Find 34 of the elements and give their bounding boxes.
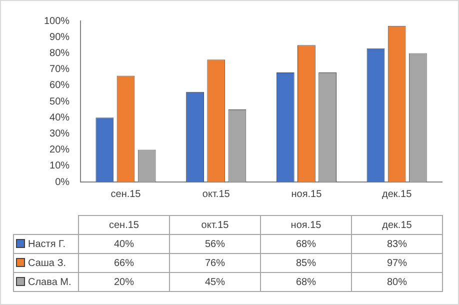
y-tick-label: 30%: [50, 128, 70, 140]
data-label: 83%: [352, 234, 442, 254]
data-label: 20%: [78, 272, 170, 292]
y-tick-label: 70%: [50, 64, 70, 76]
y-tick-label: 40%: [50, 112, 70, 124]
category-label: сен.15: [109, 220, 139, 230]
category-label: ноя.15: [290, 220, 322, 230]
x-tick-label: ноя.15: [291, 188, 322, 200]
y-tick-label: 50%: [50, 96, 70, 108]
legend-label: Саша З.: [14, 254, 78, 272]
legend-label: Настя Г.: [14, 234, 78, 254]
data-label: 85%: [260, 254, 352, 272]
data-label: 80%: [352, 272, 442, 292]
data-label: 97%: [352, 254, 442, 272]
legend-label: Слава М.: [14, 272, 78, 292]
x-tick-label: дек.15: [382, 188, 412, 200]
x-tick-label: сен.15: [110, 188, 142, 200]
y-tick-label: 90%: [50, 32, 70, 43]
category-label: дек.15: [382, 220, 412, 230]
category-label: окт.15: [201, 220, 229, 230]
data-label: 76%: [170, 254, 260, 272]
y-tick-label: 0%: [55, 176, 70, 188]
data-label: 68%: [260, 272, 352, 292]
data-label: 56%: [170, 234, 260, 254]
y-tick-label: 80%: [50, 48, 70, 59]
y-tick-label: 60%: [50, 80, 70, 92]
y-tick-label: 20%: [50, 144, 70, 156]
y-tick-label: 100%: [44, 16, 70, 27]
data-label: 68%: [260, 234, 352, 254]
y-tick-label: 10%: [50, 160, 70, 172]
data-label: 40%: [78, 234, 170, 254]
x-tick-label: окт.15: [202, 188, 230, 200]
data-label: 45%: [170, 272, 260, 292]
data-label: 66%: [78, 254, 170, 272]
